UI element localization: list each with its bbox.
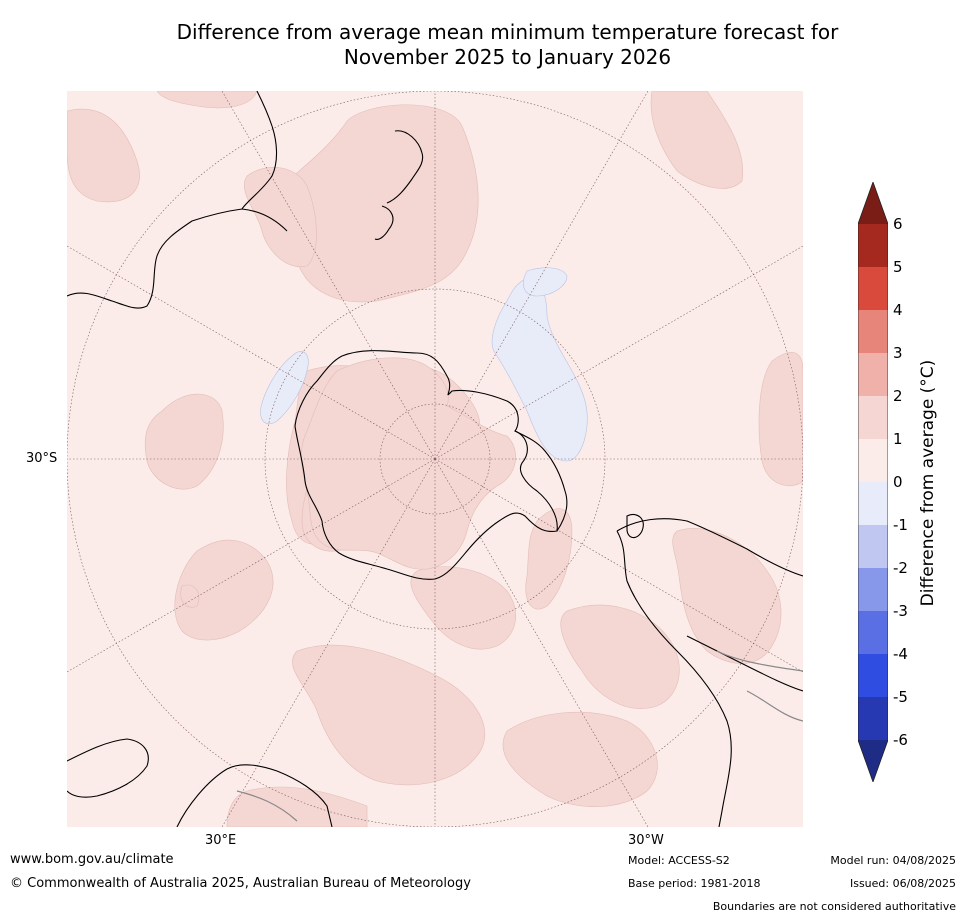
colorbar-tick-label: 5 (893, 258, 903, 276)
colorbar-tick-label: 0 (893, 473, 903, 491)
colorbar-tick-label: -3 (893, 602, 908, 620)
copyright-text: © Commonwealth of Australia 2025, Austra… (10, 876, 471, 891)
colorbar-tick-label: 6 (893, 215, 903, 233)
antarctica-coast (294, 350, 558, 580)
colorbar-segment (858, 611, 888, 654)
colorbar-segment (858, 353, 888, 396)
new-zealand-coast (374, 130, 424, 240)
longitude-label-30w: 30°W (628, 833, 664, 848)
colorbar-segment (858, 568, 888, 611)
colorbar-segment (858, 482, 888, 525)
colorbar-tick-label: 1 (893, 430, 903, 448)
colorbar-tick-label: -2 (893, 559, 908, 577)
south-america-coast (616, 518, 803, 827)
disclaimer-text: Boundaries are not considered authoritat… (712, 900, 956, 913)
south-america-east (686, 635, 803, 692)
polar-map (67, 91, 803, 827)
model-run-text: Model run: 04/08/2025 (830, 854, 956, 867)
title-line-2: November 2025 to January 2026 (343, 45, 672, 69)
anomaly-patches-minus1-to-0 (260, 267, 588, 462)
colorbar-tick-label: -6 (893, 731, 908, 749)
colorbar-segment (858, 439, 888, 482)
map-title: Difference from average mean minimum tem… (110, 20, 905, 70)
antarctic-peninsula (514, 430, 568, 532)
title-line-1: Difference from average mean minimum tem… (176, 20, 839, 44)
australia-coast (67, 91, 288, 309)
base-period-text: Base period: 1981-2018 (628, 877, 761, 890)
colorbar-tick-label: -4 (893, 645, 908, 663)
africa-coast (67, 738, 333, 827)
issued-text: Issued: 06/08/2025 (849, 877, 956, 890)
colorbar-extend-low (858, 740, 888, 782)
colorbar-segment (858, 525, 888, 568)
colorbar-tick-label: 2 (893, 387, 903, 405)
colorbar-label-text: Difference from average (°C) (918, 359, 938, 607)
colorbar-tick-label: 3 (893, 344, 903, 362)
colorbar (858, 182, 888, 782)
colorbar-tick-label: 4 (893, 301, 903, 319)
colorbar-segment (858, 310, 888, 353)
website-link[interactable]: www.bom.gov.au/climate (10, 852, 174, 867)
country-boundaries (236, 650, 803, 822)
latitude-label-30s: 30°S (26, 451, 58, 466)
colorbar-segment (858, 224, 888, 267)
colorbar-segment (858, 654, 888, 697)
colorbar-segment (858, 697, 888, 740)
colorbar-segment (858, 396, 888, 439)
model-text: Model: ACCESS-S2 (628, 854, 730, 867)
colorbar-segment (858, 267, 888, 310)
coastlines (67, 91, 803, 827)
longitude-label-30e: 30°E (205, 833, 237, 848)
colorbar-tick-label: -1 (893, 516, 908, 534)
colorbar-extend-high (858, 182, 888, 224)
madagascar-coast (626, 513, 644, 539)
colorbar-tick-label: -5 (893, 688, 908, 706)
